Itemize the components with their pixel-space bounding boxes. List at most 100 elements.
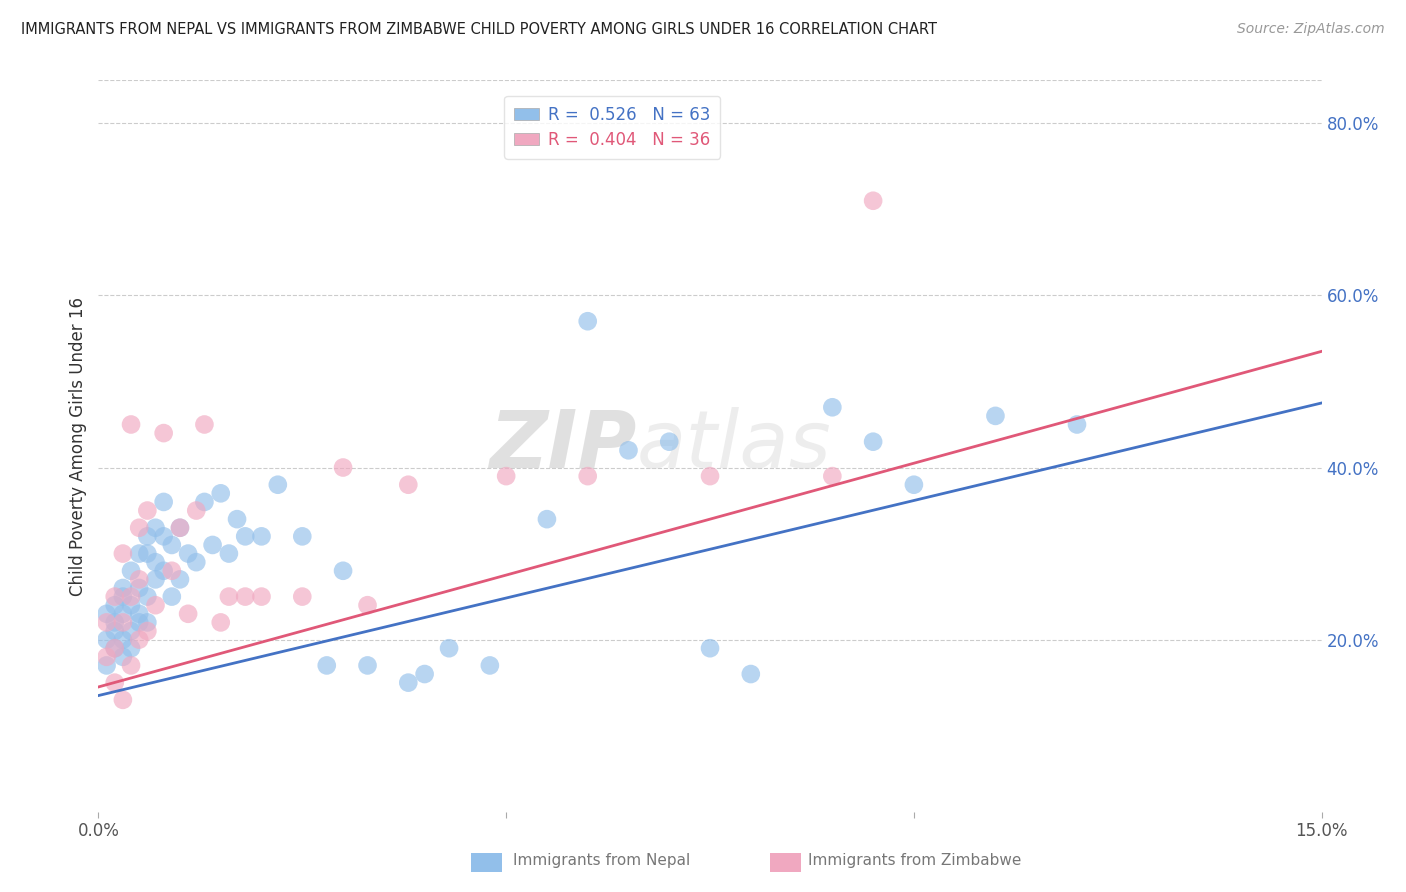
Point xyxy=(111,590,134,604)
Point xyxy=(120,658,142,673)
Point xyxy=(1066,417,1088,432)
Point xyxy=(177,607,200,621)
Point xyxy=(576,314,599,328)
Point xyxy=(128,615,150,630)
Point xyxy=(152,529,174,543)
Point xyxy=(136,547,159,561)
Point xyxy=(984,409,1007,423)
Point xyxy=(250,529,273,543)
Point xyxy=(128,573,150,587)
Point xyxy=(233,590,256,604)
Point xyxy=(658,434,681,449)
Point xyxy=(291,590,314,604)
Point xyxy=(186,503,208,517)
Point xyxy=(104,615,127,630)
Point xyxy=(96,649,118,664)
Point xyxy=(136,503,159,517)
Point xyxy=(96,607,118,621)
Point xyxy=(152,426,174,441)
Point xyxy=(96,658,118,673)
Text: Immigrants from Zimbabwe: Immigrants from Zimbabwe xyxy=(808,854,1022,868)
Point xyxy=(96,615,118,630)
Point xyxy=(152,495,174,509)
Point xyxy=(160,564,183,578)
Point xyxy=(145,573,167,587)
Point xyxy=(740,667,762,681)
Legend: R =  0.526   N = 63, R =  0.404   N = 36: R = 0.526 N = 63, R = 0.404 N = 36 xyxy=(505,96,720,159)
Point xyxy=(209,486,232,500)
Point xyxy=(193,417,215,432)
Point xyxy=(536,512,558,526)
Point xyxy=(218,590,240,604)
Point xyxy=(111,581,134,595)
Point xyxy=(862,434,884,449)
Point xyxy=(396,675,419,690)
Point xyxy=(120,564,142,578)
Point xyxy=(120,624,142,638)
Point xyxy=(111,632,134,647)
Point xyxy=(136,529,159,543)
Point xyxy=(120,598,142,612)
Point xyxy=(193,495,215,509)
Point xyxy=(111,693,134,707)
Point xyxy=(332,460,354,475)
Point xyxy=(160,538,183,552)
Point xyxy=(862,194,884,208)
Point xyxy=(128,632,150,647)
Point xyxy=(250,590,273,604)
Point xyxy=(218,547,240,561)
Point xyxy=(177,547,200,561)
Point xyxy=(104,641,127,656)
Point xyxy=(104,624,127,638)
Point xyxy=(104,598,127,612)
Point xyxy=(136,590,159,604)
Point xyxy=(201,538,224,552)
Point xyxy=(903,477,925,491)
Point xyxy=(356,598,378,612)
Point xyxy=(821,469,844,483)
Point xyxy=(104,675,127,690)
Y-axis label: Child Poverty Among Girls Under 16: Child Poverty Among Girls Under 16 xyxy=(69,296,87,596)
Point xyxy=(96,632,118,647)
Point xyxy=(495,469,517,483)
Point xyxy=(478,658,501,673)
Point xyxy=(145,555,167,569)
Point xyxy=(128,581,150,595)
Point xyxy=(111,607,134,621)
Text: IMMIGRANTS FROM NEPAL VS IMMIGRANTS FROM ZIMBABWE CHILD POVERTY AMONG GIRLS UNDE: IMMIGRANTS FROM NEPAL VS IMMIGRANTS FROM… xyxy=(21,22,936,37)
Point xyxy=(128,607,150,621)
Point xyxy=(120,590,142,604)
Point xyxy=(356,658,378,673)
Text: atlas: atlas xyxy=(637,407,831,485)
Point xyxy=(233,529,256,543)
Point xyxy=(145,598,167,612)
Point xyxy=(160,590,183,604)
Text: Source: ZipAtlas.com: Source: ZipAtlas.com xyxy=(1237,22,1385,37)
Point xyxy=(617,443,640,458)
Point xyxy=(267,477,290,491)
Point xyxy=(120,417,142,432)
Point xyxy=(104,641,127,656)
Point xyxy=(104,590,127,604)
Point xyxy=(699,469,721,483)
Point xyxy=(332,564,354,578)
Point xyxy=(699,641,721,656)
Point xyxy=(128,547,150,561)
Point xyxy=(136,624,159,638)
Point xyxy=(821,401,844,415)
Point xyxy=(209,615,232,630)
Point xyxy=(186,555,208,569)
Point xyxy=(136,615,159,630)
Point xyxy=(226,512,249,526)
Point xyxy=(169,521,191,535)
Point xyxy=(413,667,436,681)
Point xyxy=(152,564,174,578)
Point xyxy=(128,521,150,535)
Point xyxy=(169,521,191,535)
Text: Immigrants from Nepal: Immigrants from Nepal xyxy=(513,854,690,868)
Point xyxy=(145,521,167,535)
Point xyxy=(437,641,460,656)
Point xyxy=(315,658,337,673)
Point xyxy=(111,547,134,561)
Point xyxy=(291,529,314,543)
